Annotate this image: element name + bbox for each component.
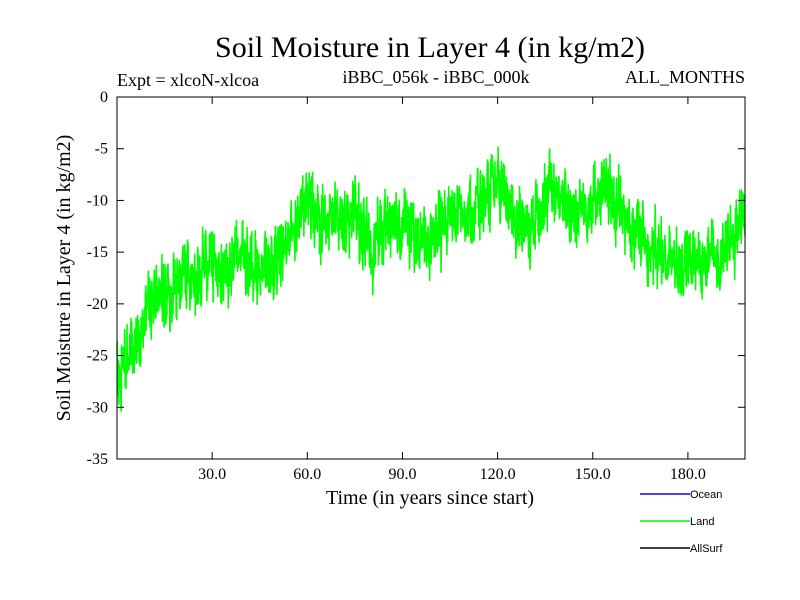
x-tick-label: 60.0 [293,466,321,483]
legend-label-allsurf: AllSurf [690,543,723,555]
x-tick-label: 180.0 [670,466,706,483]
y-tick-label: -20 [87,296,108,313]
y-tick-label: -35 [87,451,108,468]
subtitle-comparison: iBBC_056k - iBBC_000k [342,67,529,87]
legend-label-land: Land [690,516,714,528]
y-tick-label: -15 [87,244,108,261]
x-tick-label: 150.0 [575,466,611,483]
chart-title: Soil Moisture in Layer 4 (in kg/m2) [215,31,645,64]
x-tick-label: 90.0 [388,466,416,483]
series-line-land [116,146,746,413]
axis-layer: 30.0 60.0 90.0 120.0 150.0 180.0 0 -5 -10 -15 -20 -… [87,89,745,483]
series-layer [116,146,746,413]
legend: Ocean Land AllSurf [640,489,723,555]
x-tick-label: 30.0 [198,466,226,483]
subtitle-months: ALL_MONTHS [625,67,745,87]
x-axis-label: Time (in years since start) [326,487,534,509]
y-tick-label: -5 [95,141,108,158]
y-tick-label: -25 [87,348,108,365]
subtitle-experiment: Expt = xlcoN-xlcoa [117,70,259,90]
legend-label-ocean: Ocean [690,489,722,501]
y-tick-label: -30 [87,399,108,416]
x-tick-label: 120.0 [480,466,516,483]
y-axis-label: Soil Moisture in Layer 4 (in kg/m2) [53,135,75,422]
plot-frame [116,96,746,460]
y-tick-label: -10 [87,192,108,209]
y-tick-label: 0 [100,89,108,106]
